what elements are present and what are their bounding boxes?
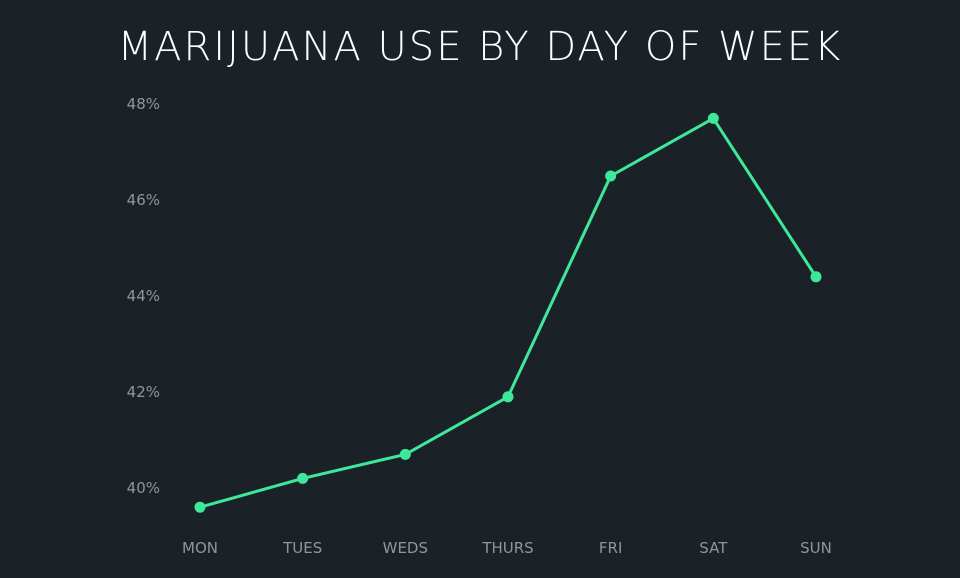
x-tick-label: TUES	[282, 539, 322, 557]
y-tick-label: 48%	[127, 95, 160, 113]
series-layer	[194, 112, 822, 513]
x-axis: MON TUES WEDS THURS FRI SAT SUN	[182, 539, 832, 557]
x-tick-label: SAT	[699, 539, 728, 557]
x-tick-label: FRI	[599, 539, 622, 557]
y-tick-label: 42%	[127, 383, 160, 401]
x-tick-label: WEDS	[383, 539, 428, 557]
x-tick-label: MON	[182, 539, 218, 557]
data-point-sun[interactable]	[810, 271, 822, 283]
x-tick-label: THURS	[481, 539, 533, 557]
data-point-thurs[interactable]	[502, 391, 514, 403]
data-point-sat[interactable]	[707, 112, 719, 124]
series-line	[199, 116, 818, 509]
y-tick-label: 46%	[127, 191, 160, 209]
chart-title: MARIJUANA USE BY DAY OF WEEK	[117, 24, 843, 70]
data-point-fri[interactable]	[605, 170, 617, 182]
x-tick-label: SUN	[800, 539, 832, 557]
y-tick-label: 44%	[127, 287, 160, 305]
data-point-mon[interactable]	[194, 501, 206, 513]
data-point-tues[interactable]	[297, 472, 309, 484]
y-tick-label: 40%	[127, 479, 160, 497]
y-axis: 40% 42% 44% 46% 48%	[127, 95, 160, 497]
data-point-weds[interactable]	[399, 448, 411, 460]
